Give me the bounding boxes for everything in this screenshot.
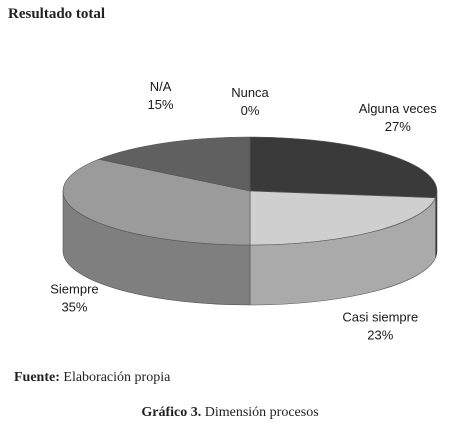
pie-slice-casi-siempre: [249, 190, 436, 246]
source-note: Fuente: Elaboración propia: [14, 370, 170, 386]
pie-label-alguna-veces: Alguna veces 27%: [359, 101, 438, 134]
pie-label-name-nunca: Nunca: [231, 85, 269, 100]
pie-label-value-alguna-veces: 27%: [385, 119, 411, 134]
pie-label-name-alguna-veces: Alguna veces: [359, 101, 438, 116]
source-text: Elaboración propia: [63, 370, 171, 385]
pie-label-n-a: N/A 15%: [148, 79, 174, 112]
pie-label-siempre: Siempre 35%: [50, 282, 98, 315]
pie-labels: Alguna veces 27% Casi siempre 23% Siempre 35%…: [50, 79, 437, 342]
pie-slice-siempre: [62, 158, 251, 246]
pie-label-value-casi-siempre: 23%: [367, 328, 393, 343]
chart-title: Resultado total: [8, 6, 106, 22]
pie-label-value-n-a: 15%: [148, 97, 174, 112]
pie-label-name-casi-siempre: Casi siempre: [342, 310, 418, 325]
caption-label: Gráfico 3.: [141, 405, 202, 420]
pie-label-name-siempre: Siempre: [50, 282, 98, 297]
pie-label-name-n-a: N/A: [150, 79, 172, 94]
pie-label-value-nunca: 0%: [241, 103, 260, 118]
caption-text: Dimensión procesos: [204, 405, 319, 420]
pie-tops: [62, 136, 438, 246]
pie-label-casi-siempre: Casi siempre 23%: [342, 310, 418, 343]
pie-slice-alguna-veces: [249, 136, 438, 199]
pie-label-value-siempre: 35%: [61, 300, 87, 315]
source-label: Fuente:: [14, 370, 60, 385]
pie-slice-n-a: [97, 136, 251, 192]
pie-label-nunca: Nunca 0%: [231, 85, 269, 118]
figure-caption: Gráfico 3. Dimensión procesos: [0, 405, 460, 421]
